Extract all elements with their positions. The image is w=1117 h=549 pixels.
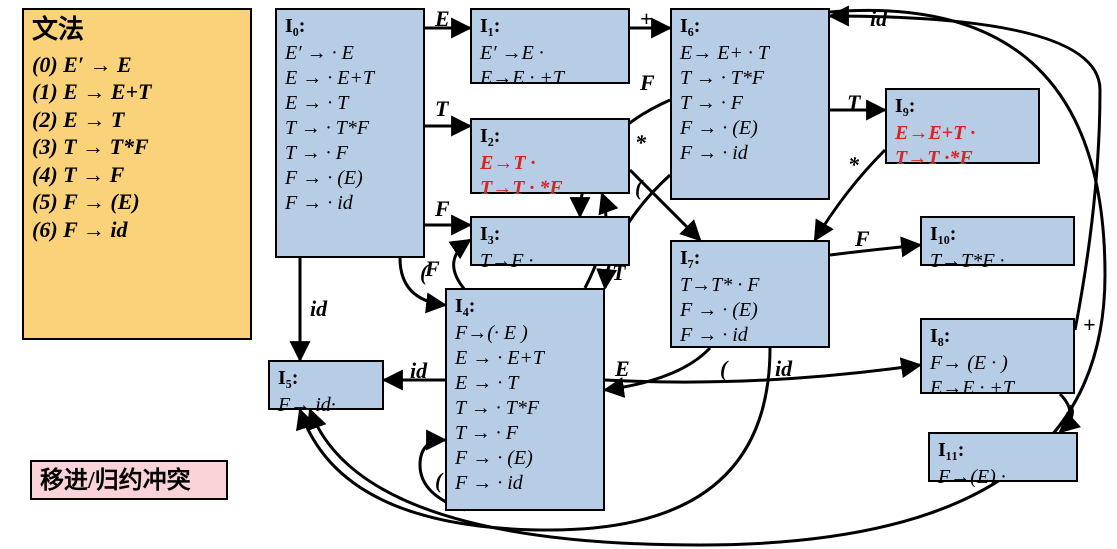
state-item: F → · id bbox=[455, 471, 595, 496]
state-item: F→ id· bbox=[278, 393, 374, 418]
state-title: I₆: bbox=[680, 14, 820, 39]
edge-label: F bbox=[640, 70, 655, 96]
state-item: F → · (E) bbox=[680, 116, 820, 141]
state-item: T → · F bbox=[455, 421, 595, 446]
state-item: F→(· E ) bbox=[455, 321, 595, 346]
state-item: F → · id bbox=[285, 191, 415, 216]
grammar-rule: (6) F → id bbox=[32, 216, 242, 244]
state-item: F→ (E · ) bbox=[930, 351, 1065, 376]
edge-label: id bbox=[775, 356, 792, 382]
conflict-box: 移进/归约冲突 bbox=[30, 460, 228, 500]
edge-e14 bbox=[605, 365, 920, 382]
state-I11: I₁₁:F→(E) · bbox=[928, 432, 1078, 482]
state-item: T → · T*F bbox=[680, 66, 820, 91]
state-title: I₄: bbox=[455, 294, 595, 319]
state-I8: I₈:F→ (E · )E→E · +T bbox=[920, 318, 1075, 394]
grammar-title: 文法 bbox=[32, 14, 242, 47]
edge-label: id bbox=[310, 296, 327, 322]
state-item: E→E · +T bbox=[930, 376, 1065, 401]
state-item: T → · F bbox=[680, 91, 820, 116]
grammar-rule: (2) E → T bbox=[32, 106, 242, 134]
state-item: F → · (E) bbox=[285, 166, 415, 191]
edge-label: ) bbox=[1068, 400, 1075, 426]
state-item: T→T · *F bbox=[480, 176, 620, 201]
state-I7: I₇:T→T* · FF → · (E)F → · id bbox=[670, 240, 830, 348]
edge-label: T bbox=[435, 96, 448, 122]
state-title: I₀: bbox=[285, 14, 415, 39]
state-title: I₁₀: bbox=[930, 222, 1065, 247]
edge-e20 bbox=[830, 16, 1100, 330]
edge-label: ( bbox=[635, 175, 642, 201]
grammar-rule: (3) T → T*F bbox=[32, 133, 242, 161]
grammar-productions: (0) E′ → E(1) E → E+T(2) E → T(3) T → T*… bbox=[32, 51, 242, 244]
edge-label: ( bbox=[720, 356, 727, 382]
state-title: I₁₁: bbox=[938, 438, 1068, 463]
state-item: F → · id bbox=[680, 323, 820, 348]
state-title: I₃: bbox=[480, 222, 620, 247]
state-I2: I₂:E→T ·T→T · *F bbox=[470, 118, 630, 194]
state-item: E→ E+ · T bbox=[680, 41, 820, 66]
edge-label: + bbox=[640, 6, 653, 32]
state-item: E→E · +T bbox=[480, 66, 620, 91]
edge-label: id bbox=[410, 358, 427, 384]
state-item: E → · E+T bbox=[455, 346, 595, 371]
edge-label: * bbox=[848, 152, 859, 178]
edge-label: F bbox=[425, 256, 440, 282]
grammar-rule: (1) E → E+T bbox=[32, 78, 242, 106]
state-item: E→E+T · bbox=[895, 121, 1030, 146]
conflict-text: 移进/归约冲突 bbox=[40, 468, 191, 494]
state-item: E → · E+T bbox=[285, 66, 415, 91]
state-item: E → · T bbox=[285, 91, 415, 116]
state-item: E′ → · E bbox=[285, 41, 415, 66]
state-I6: I₆:E→ E+ · TT → · T*FT → · FF → · (E)F →… bbox=[670, 8, 830, 200]
state-title: I₈: bbox=[930, 324, 1065, 349]
grammar-rule: (0) E′ → E bbox=[32, 51, 242, 79]
diagram-stage: 文法 (0) E′ → E(1) E → E+T(2) E → T(3) T →… bbox=[0, 0, 1117, 549]
edge-label: T bbox=[612, 260, 625, 286]
grammar-box: 文法 (0) E′ → E(1) E → E+T(2) E → T(3) T →… bbox=[22, 8, 252, 340]
state-item: T→F · bbox=[480, 249, 620, 274]
state-item: F → · (E) bbox=[680, 298, 820, 323]
state-title: I₅: bbox=[278, 366, 374, 391]
state-item: T → · T*F bbox=[455, 396, 595, 421]
edge-label: F bbox=[435, 196, 450, 222]
state-item: T → · T*F bbox=[285, 116, 415, 141]
state-I10: I₁₀:T→T*F · bbox=[920, 216, 1075, 266]
grammar-rule: (5) F → (E) bbox=[32, 188, 242, 216]
edge-label: F bbox=[855, 226, 870, 252]
state-item: F → · (E) bbox=[455, 446, 595, 471]
state-title: I₂: bbox=[480, 124, 620, 149]
state-item: E→T · bbox=[480, 151, 620, 176]
state-I3: I₃:T→F · bbox=[470, 216, 630, 266]
state-item: T→T* · F bbox=[680, 273, 820, 298]
edge-label: * bbox=[635, 130, 646, 156]
edge-label: E bbox=[435, 6, 450, 32]
state-I9: I₉:E→E+T ·T→T ·*F bbox=[885, 88, 1040, 164]
state-title: I₉: bbox=[895, 94, 1030, 119]
edge-e11 bbox=[830, 245, 920, 255]
state-I0: I₀:E′ → · EE → · E+TE → · TT → · T*FT → … bbox=[275, 8, 425, 258]
edge-label: id bbox=[870, 6, 887, 32]
state-I1: I₁:E′ →E ·E→E · +T bbox=[470, 8, 630, 84]
state-item: T→T ·*F bbox=[895, 146, 1030, 171]
edge-label: ( bbox=[435, 468, 442, 494]
state-title: I₇: bbox=[680, 246, 820, 271]
state-item: E′ →E · bbox=[480, 41, 620, 66]
state-item: E → · T bbox=[455, 371, 595, 396]
state-item: F → · id bbox=[680, 141, 820, 166]
edge-e16 bbox=[454, 240, 470, 290]
state-item: T→T*F · bbox=[930, 249, 1065, 274]
edge-label: E bbox=[615, 356, 630, 382]
state-I4: I₄:F→(· E )E → · E+TE → · TT → · T*FT → … bbox=[445, 288, 605, 511]
state-I5: I₅:F→ id· bbox=[268, 360, 384, 410]
edge-label: T bbox=[847, 90, 860, 116]
state-title: I₁: bbox=[480, 14, 620, 39]
state-item: T → · F bbox=[285, 141, 415, 166]
state-item: F→(E) · bbox=[938, 465, 1068, 490]
edge-label: + bbox=[1083, 312, 1096, 338]
grammar-rule: (4) T → F bbox=[32, 161, 242, 189]
